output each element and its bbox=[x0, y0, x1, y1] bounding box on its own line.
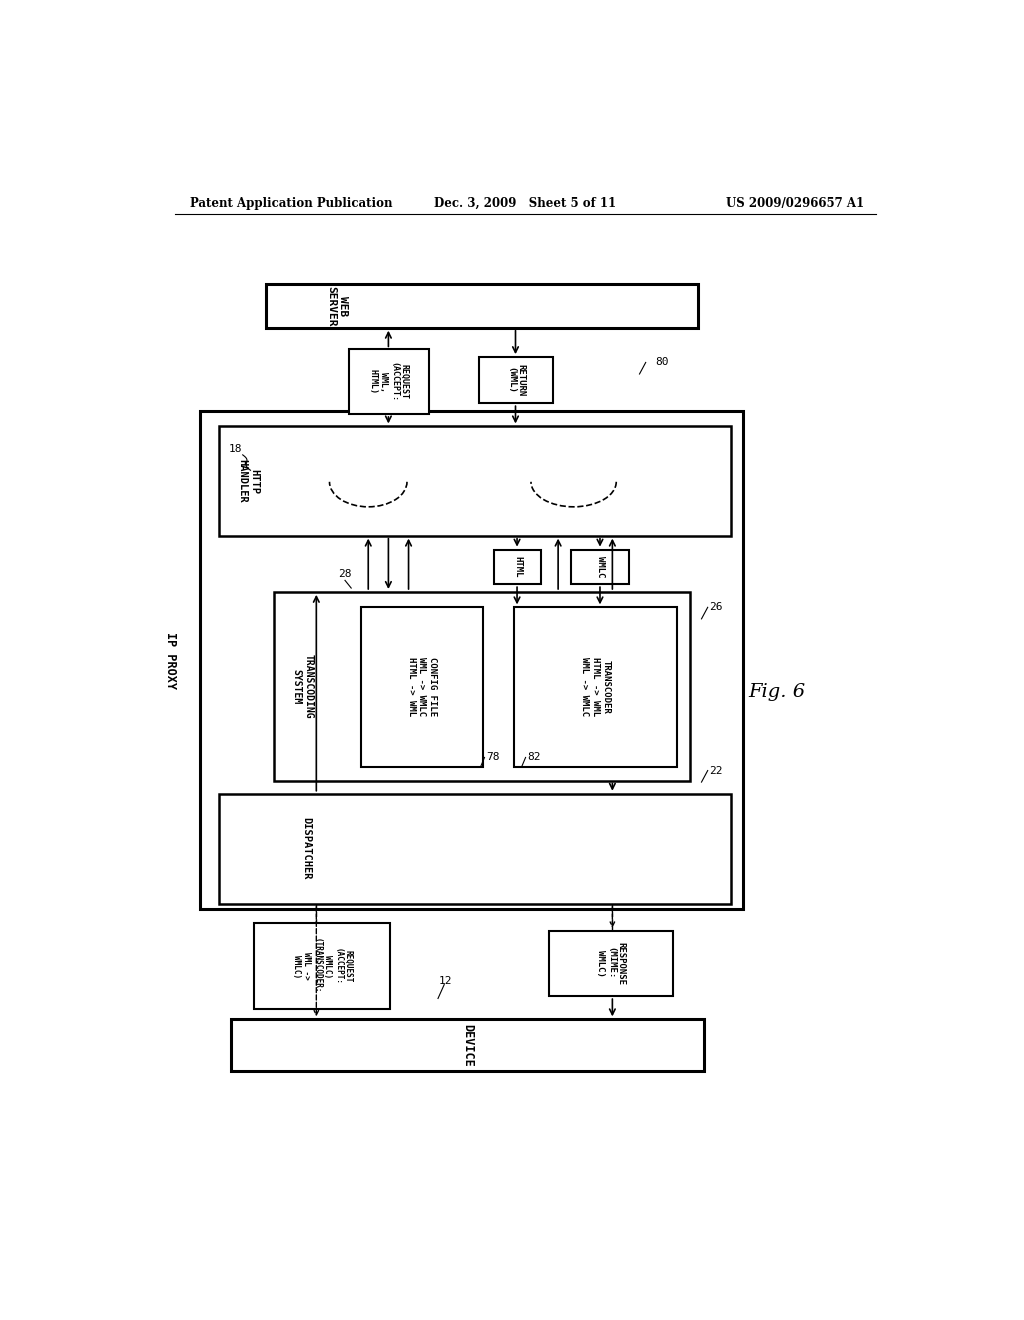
Bar bbox=[479, 358, 553, 404]
Bar bbox=[200, 411, 742, 909]
Text: 82: 82 bbox=[527, 752, 541, 763]
Bar bbox=[219, 793, 731, 904]
Text: 22: 22 bbox=[710, 766, 723, 776]
Text: HTML: HTML bbox=[513, 556, 522, 578]
Text: WMLC: WMLC bbox=[596, 556, 605, 578]
Text: Dec. 3, 2009   Sheet 5 of 11: Dec. 3, 2009 Sheet 5 of 11 bbox=[434, 197, 615, 210]
Text: 26: 26 bbox=[710, 602, 723, 612]
Text: 12: 12 bbox=[439, 975, 453, 986]
Text: US 2009/0296657 A1: US 2009/0296657 A1 bbox=[726, 197, 864, 210]
Text: RESPONSE
(MIME:
WMLC): RESPONSE (MIME: WMLC) bbox=[596, 942, 626, 985]
Text: Fig. 6: Fig. 6 bbox=[748, 682, 805, 701]
Text: 18: 18 bbox=[229, 445, 243, 454]
Bar bbox=[549, 931, 673, 997]
Text: 78: 78 bbox=[486, 752, 500, 763]
Text: TRANSCODER
HTML -> WML
WML -> WMLC: TRANSCODER HTML -> WML WML -> WMLC bbox=[581, 657, 610, 717]
Bar bbox=[349, 350, 429, 414]
Text: 80: 80 bbox=[655, 358, 669, 367]
Text: REQUEST
(ACCEPT:
WML,
HTML): REQUEST (ACCEPT: WML, HTML) bbox=[369, 362, 409, 401]
Bar bbox=[219, 426, 731, 536]
Text: IP PROXY: IP PROXY bbox=[164, 631, 177, 689]
Bar bbox=[514, 607, 677, 767]
Text: TRANSCODING
SYSTEM: TRANSCODING SYSTEM bbox=[292, 653, 313, 718]
Bar bbox=[254, 923, 390, 1010]
Bar bbox=[571, 549, 630, 585]
Text: REQUEST
(ACCEPT:
WMLC)
(TRANSCODER:
WML ->
WMLC): REQUEST (ACCEPT: WMLC) (TRANSCODER: WML … bbox=[292, 939, 352, 994]
Bar bbox=[494, 549, 541, 585]
Text: DEVICE: DEVICE bbox=[461, 1024, 474, 1067]
Bar bbox=[360, 607, 483, 767]
Text: WEB
SERVER: WEB SERVER bbox=[327, 285, 348, 326]
Bar bbox=[273, 591, 690, 780]
Text: HTTP
HANDLER: HTTP HANDLER bbox=[238, 459, 259, 503]
Text: Patent Application Publication: Patent Application Publication bbox=[190, 197, 392, 210]
Text: 28: 28 bbox=[338, 569, 352, 579]
Text: CONFIG FILE
WML -> WMLC
HTML -> WML: CONFIG FILE WML -> WMLC HTML -> WML bbox=[407, 657, 436, 717]
Bar bbox=[231, 1019, 703, 1071]
Text: RETURN
(WML): RETURN (WML) bbox=[506, 364, 525, 396]
Bar bbox=[266, 284, 697, 327]
Text: DISPATCHER: DISPATCHER bbox=[301, 817, 311, 880]
